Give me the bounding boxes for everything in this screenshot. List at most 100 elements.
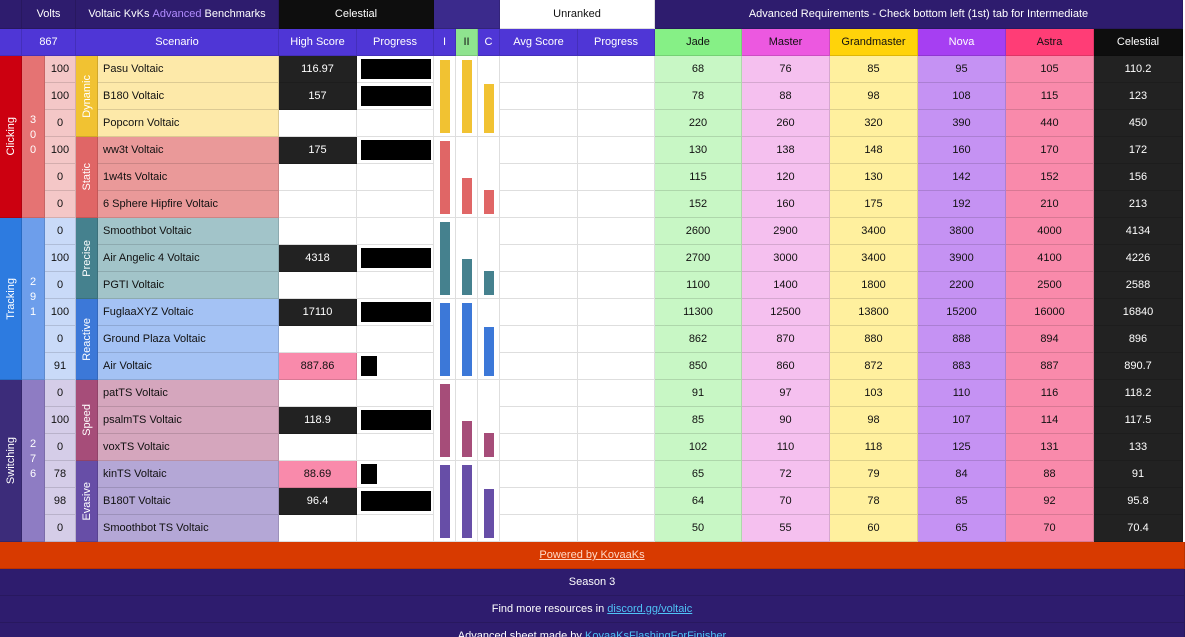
avg-score	[500, 56, 578, 83]
scenario-volts: 0	[45, 380, 76, 407]
rank-requirement: 896	[1094, 326, 1183, 353]
subcategory: Evasive	[76, 461, 98, 542]
rank-requirement: 3400	[830, 245, 918, 272]
level-bar	[484, 489, 494, 538]
resources-link[interactable]: discord.gg/voltaic	[607, 603, 693, 615]
progress-bar	[361, 491, 431, 511]
avg-progress	[578, 272, 655, 299]
scenario-volts: 0	[45, 326, 76, 353]
progress-bar	[361, 464, 378, 484]
rank-requirement: 890.7	[1094, 353, 1183, 380]
scenario-name: Smoothbot TS Voltaic	[98, 515, 279, 542]
subcategory-name: Dynamic	[80, 74, 93, 118]
rank-requirement: 98	[830, 407, 918, 434]
high-score	[279, 272, 357, 299]
rank-requirement: 142	[918, 164, 1006, 191]
rank-requirement: 103	[830, 380, 918, 407]
rank-requirement: 160	[918, 137, 1006, 164]
rank-requirement: 130	[830, 164, 918, 191]
scenario-name: Ground Plaza Voltaic	[98, 326, 279, 353]
rank-requirement: 870	[742, 326, 830, 353]
category-volts-value: 291	[27, 276, 39, 321]
level-cell	[478, 380, 500, 461]
column-header: Scenario	[76, 29, 279, 56]
rank-requirement: 91	[655, 380, 742, 407]
rank-header: Nova	[918, 29, 1006, 56]
rank-requirement: 116	[1006, 380, 1094, 407]
rank-requirement: 450	[1094, 110, 1183, 137]
scenario-volts: 0	[45, 272, 76, 299]
rank-requirement: 138	[742, 137, 830, 164]
rank-header: Jade	[655, 29, 742, 56]
avg-progress	[578, 56, 655, 83]
rank-requirement: 114	[1006, 407, 1094, 434]
rank-requirement: 95.8	[1094, 488, 1183, 515]
progress-cell	[357, 380, 434, 407]
rank-requirement: 115	[1006, 83, 1094, 110]
rank-requirement: 118	[830, 434, 918, 461]
rank-requirement: 125	[918, 434, 1006, 461]
rank-requirement: 84	[918, 461, 1006, 488]
avg-score	[500, 461, 578, 488]
scenario-name: Smoothbot Voltaic	[98, 218, 279, 245]
rank-requirement: 91	[1094, 461, 1183, 488]
scenario-name: Air Angelic 4 Voltaic	[98, 245, 279, 272]
scenario-name: ww3t Voltaic	[98, 137, 279, 164]
rank-requirement: 130	[655, 137, 742, 164]
rank-requirement: 3800	[918, 218, 1006, 245]
scenario-volts: 0	[45, 434, 76, 461]
rank-requirement: 123	[1094, 83, 1183, 110]
progress-cell	[357, 110, 434, 137]
avg-progress	[578, 137, 655, 164]
rank-requirement: 102	[655, 434, 742, 461]
rank-requirement: 2588	[1094, 272, 1183, 299]
avg-progress	[578, 218, 655, 245]
level-bar	[462, 60, 472, 133]
level-bar	[462, 258, 472, 295]
rank-requirement: 894	[1006, 326, 1094, 353]
credit-link[interactable]: KovaaKsFlashingForFinisher	[584, 630, 727, 637]
rank-requirement: 97	[742, 380, 830, 407]
rank-requirement: 12500	[742, 299, 830, 326]
rank-requirement: 4000	[1006, 218, 1094, 245]
progress-bar	[361, 140, 431, 160]
scenario-name: Popcorn Voltaic	[98, 110, 279, 137]
avg-score	[500, 299, 578, 326]
avg-progress	[578, 191, 655, 218]
scenario-name: PGTI Voltaic	[98, 272, 279, 299]
high-score	[279, 191, 357, 218]
column-header: Progress	[578, 29, 655, 56]
level-bar	[440, 222, 450, 295]
rank-requirement: 110	[742, 434, 830, 461]
scenario-volts: 0	[45, 191, 76, 218]
title-prefix: Voltaic KvKs	[88, 8, 153, 20]
subcategory: Precise	[76, 218, 98, 299]
column-header: Progress	[357, 29, 434, 56]
rank-header: Astra	[1006, 29, 1094, 56]
scenario-volts: 100	[45, 137, 76, 164]
volts-label: Volts	[22, 0, 76, 29]
rank-requirement: 1800	[830, 272, 918, 299]
rank-requirement: 70	[1006, 515, 1094, 542]
avg-score	[500, 110, 578, 137]
rank-requirement: 110	[918, 380, 1006, 407]
subcategory-name: Static	[80, 163, 93, 191]
rank-requirement: 172	[1094, 137, 1183, 164]
scenario-volts: 0	[45, 164, 76, 191]
rank-requirement: 2900	[742, 218, 830, 245]
high-score: 96.4	[279, 488, 357, 515]
progress-cell	[357, 218, 434, 245]
avg-score	[500, 137, 578, 164]
rank-requirement: 68	[655, 56, 742, 83]
high-score: 887.86	[279, 353, 357, 380]
title-suffix: Benchmarks	[201, 8, 266, 20]
avg-score	[500, 353, 578, 380]
rank-requirement: 70.4	[1094, 515, 1183, 542]
rank-requirement: 2200	[918, 272, 1006, 299]
requirements-note: Advanced Requirements - Check bottom lef…	[655, 0, 1183, 29]
powered-link[interactable]: Powered by KovaaKs	[539, 549, 645, 561]
level-bar	[484, 432, 494, 457]
rank-requirement: 78	[830, 488, 918, 515]
high-score	[279, 515, 357, 542]
rank-requirement: 850	[655, 353, 742, 380]
